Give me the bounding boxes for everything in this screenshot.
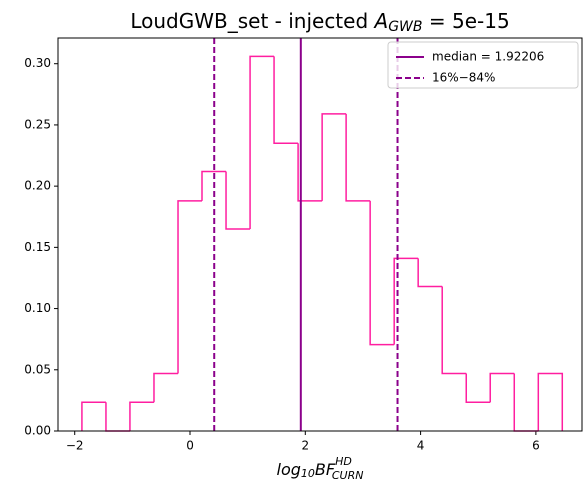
histogram-bin bbox=[177, 200, 202, 374]
x-axis-label: log10BFHD CURN bbox=[277, 455, 364, 482]
histogram-bin bbox=[489, 372, 515, 403]
histogram-bin bbox=[129, 401, 154, 431]
y-tick-label: 0.00 bbox=[24, 424, 51, 438]
x-tick-label: 6 bbox=[532, 439, 540, 453]
histogram-bin bbox=[513, 373, 539, 432]
histogram-bin bbox=[537, 372, 564, 431]
histogram-bin bbox=[225, 171, 251, 230]
y-tick-label: 0.05 bbox=[24, 362, 51, 376]
xlabel-text: BF bbox=[315, 460, 336, 479]
histogram-bin bbox=[249, 55, 275, 229]
x-tick-label: 0 bbox=[186, 439, 194, 453]
histogram-bin bbox=[105, 402, 130, 432]
plot-frame bbox=[57, 37, 583, 432]
legend-label: median = 1.92206 bbox=[432, 50, 544, 64]
histogram-bin bbox=[321, 113, 347, 201]
histogram-bin bbox=[297, 143, 323, 202]
y-tick-label: 0.10 bbox=[24, 301, 51, 315]
histogram-bin bbox=[393, 257, 419, 345]
y-tick-label: 0.30 bbox=[24, 56, 51, 70]
xlabel-superscript: HD bbox=[335, 455, 352, 468]
histogram-bin bbox=[345, 113, 371, 202]
histogram-bin bbox=[273, 56, 299, 145]
y-tick-label: 0.20 bbox=[24, 179, 51, 193]
histogram-bin bbox=[465, 373, 491, 403]
title-symbol: A bbox=[373, 9, 389, 33]
histogram-bin bbox=[441, 286, 467, 375]
x-tick-label: −2 bbox=[66, 439, 84, 453]
xlabel-subscript: 10 bbox=[301, 467, 315, 480]
title-text: LoudGWB_set - injected bbox=[130, 9, 374, 33]
chart-title: LoudGWB_set - injected AGWB = 5e-15 bbox=[130, 9, 509, 36]
title-text: = 5e-15 bbox=[423, 9, 510, 33]
title-subscript: GWB bbox=[388, 19, 422, 35]
histogram-bin bbox=[201, 170, 227, 201]
histogram-bin bbox=[81, 401, 106, 431]
y-tick-label: 0.15 bbox=[24, 240, 51, 254]
histogram-bin bbox=[417, 258, 443, 288]
y-tick-label: 0.25 bbox=[24, 117, 51, 131]
x-tick-label: 2 bbox=[301, 439, 309, 453]
xlabel-subscript: CURN bbox=[332, 469, 364, 482]
histogram-bin bbox=[369, 200, 395, 346]
histogram-bin bbox=[153, 372, 179, 403]
legend-box bbox=[387, 41, 579, 89]
xlabel-text: log bbox=[277, 460, 301, 479]
x-tick-label: 4 bbox=[417, 439, 425, 453]
legend-label: 16%−84% bbox=[432, 71, 495, 85]
